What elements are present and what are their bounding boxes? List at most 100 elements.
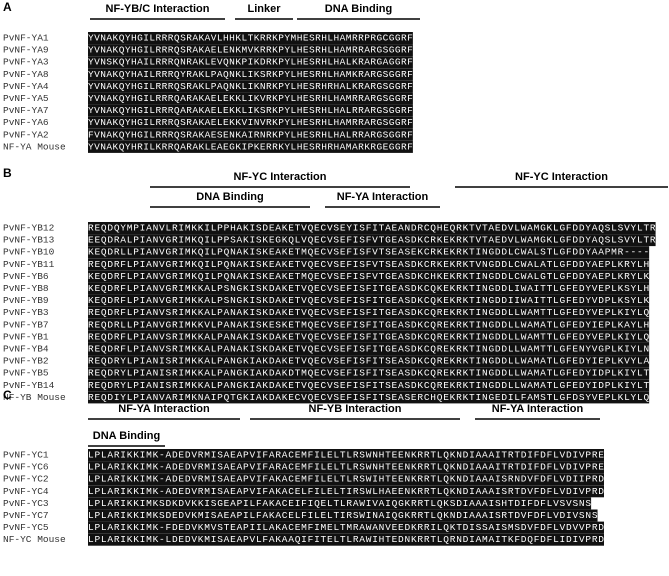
sequence: LPLARIKKIMKSDKDVKKISGEAPILFAKACEIFIQELTL…	[88, 498, 591, 509]
sequence: YVNAKQYHRILKRRQARAKLEAEGKIPKERRKYLHESRHR…	[88, 141, 413, 152]
sequence-name: PvNF-YC6	[3, 462, 49, 473]
sequence-name: PvNF-YB14	[3, 380, 55, 391]
sequence-bg	[88, 485, 604, 498]
panel-letter: B	[3, 166, 12, 180]
sequence-bg	[88, 294, 650, 307]
domain-label: NF-YA Interaction	[492, 403, 584, 415]
sequence-bg	[88, 270, 650, 283]
panel-letter: C	[3, 388, 12, 402]
sequence-bg	[88, 533, 604, 546]
sequence-bg	[88, 92, 413, 105]
sequence: YVNAKQYHGILRRRQSRAKLPAQNKLIKNRKPYLHESRHR…	[88, 81, 413, 92]
sequence: YVNAKQYHGILRRRQARAKAELEKKLIKSRKPYLHESRHL…	[88, 105, 413, 116]
sequence-name: PvNF-YC4	[3, 486, 49, 497]
sequence-name: PvNF-YC7	[3, 510, 49, 521]
domain-label: NF-YA Interaction	[118, 403, 210, 415]
sequence-name: PvNF-YA2	[3, 129, 49, 140]
sequence-bg	[88, 56, 413, 69]
sequence: LPLARIKKIMK-ADEDVRMISAEAPVIFARACEMFILELT…	[88, 450, 604, 461]
sequence: REQDRLLPIANVGRIMKKVLPANAKISKESKETMQECVSE…	[88, 319, 649, 330]
sequence-name: PvNF-YA7	[3, 105, 49, 116]
sequence-bg	[88, 282, 650, 295]
sequence-bg	[88, 104, 413, 117]
sequence-bg	[88, 116, 413, 129]
sequence: REQDRYLPIANISRIMKKALPANGKIAKDAKETVQECVSE…	[88, 356, 649, 367]
sequence-name: PvNF-YA9	[3, 45, 49, 56]
sequence-bg	[88, 330, 650, 343]
sequence-bg	[88, 80, 413, 93]
domain-label: NF-YB/C Interaction	[106, 3, 210, 15]
sequence-bg	[88, 449, 604, 461]
sequence-name: PvNF-YB11	[3, 259, 55, 270]
sequence-bg	[88, 461, 604, 474]
sequence-name: PvNF-YA8	[3, 69, 49, 80]
sequence: LPLARIKKIMKSDEDVKMISAEAPILFAKACELFILELTI…	[88, 510, 598, 521]
sequence: LPLARIKKIMK-FDEDVKMVSTEAPIILAKACEMFIMELT…	[88, 522, 604, 533]
sequence-name: PvNF-YA6	[3, 117, 49, 128]
sequence-name: PvNF-YB3	[3, 307, 49, 318]
sequence: KEQDRFLPIANVGRIMKKALPSNGKISKDAKETVQECVSE…	[88, 295, 649, 306]
sequence-bg	[88, 509, 598, 522]
sequence-name: PvNF-YA3	[3, 57, 49, 68]
sequence-bg	[88, 391, 650, 404]
domain-label: Linker	[247, 3, 281, 15]
sequence-name: PvNF-YB7	[3, 319, 49, 330]
sequence-bg	[88, 222, 656, 234]
sequence-bg	[88, 258, 650, 271]
sequence: LPLARIKKIMK-ADEDVRMISAEAPVIFARACEMFILELT…	[88, 462, 604, 473]
sequence: REQDQYMPIANVLRIMKKILPPHAKISDEAKETVQECVSE…	[88, 223, 656, 234]
domain-label: DNA Binding	[93, 430, 160, 442]
domain-label: DNA Binding	[196, 191, 263, 203]
sequence-bg	[88, 128, 413, 141]
sequence: KEQDRFLPIANVGRIMKKALPSNGKISKDAKETVQECVSE…	[88, 283, 649, 294]
sequence-name: NF-YC Mouse	[3, 534, 66, 545]
sequence-name: PvNF-YC5	[3, 522, 49, 533]
sequence-bg	[88, 355, 650, 368]
sequence: LPLARIKKIMK-ADEDVRMISAEAPVIFAKACEMFILELT…	[88, 474, 604, 485]
sequence: REQDRFLPIANVSRIMKKALPANAKISKDAKETVQECVSE…	[88, 307, 649, 318]
sequence-name: PvNF-YC3	[3, 498, 49, 509]
sequence: YVNAKQYHAILRRRQYRAKLPAQNKLIKSRKPYLHESRHL…	[88, 69, 413, 80]
sequence-name: PvNF-YA1	[3, 33, 49, 44]
sequence: REQDRYLPIANISRIMKKALPANGKIAKDAKETVQECVSE…	[88, 380, 649, 391]
sequence-bg	[88, 497, 592, 510]
sequence: REQDRYLPIANISRIMKKALPANGKIAKDAKDTMQECVSE…	[88, 368, 649, 379]
sequence-name: PvNF-YA5	[3, 93, 49, 104]
sequence-bg	[88, 521, 604, 534]
sequence-name: PvNF-YB13	[3, 235, 55, 246]
sequence: REQDRFLPIANVGRIMKQILPQNAKISKEAKETVQECVSE…	[88, 259, 649, 270]
sequence-name: NF-YA Mouse	[3, 141, 66, 152]
sequence-bg	[88, 246, 650, 259]
sequence: REQDIYLPIANVARIMKNAIPQTGKIAKDAKECVQECVSE…	[88, 392, 649, 403]
sequence-name: PvNF-YB1	[3, 331, 49, 342]
sequence-name: PvNF-YB2	[3, 356, 49, 367]
sequence: FVNAKQYHGILRRRQSRAKAESENKAIRNRKPYLHESRHL…	[88, 129, 413, 140]
sequence: YVNAKQYHGILRRRQSRAKAELEKKVINVRKPYLHESRHL…	[88, 117, 413, 128]
sequence-name: PvNF-YB9	[3, 295, 49, 306]
sequence-bg	[88, 68, 413, 81]
sequence-bg	[88, 379, 650, 392]
sequence-name: PvNF-YC1	[3, 450, 49, 461]
domain-label: NF-YC Interaction	[515, 171, 608, 183]
sequence: EEQDRALPIANVGRIMKQILPPSAKISKEGKQLVQECVSE…	[88, 235, 656, 246]
sequence: REQDRFLPIANVSRIMKKALPANAKISKDAKETVQECVSE…	[88, 331, 649, 342]
sequence: YVNAKQYHGILRRRQSRAKAVLHHKLTKRRKPYMHESRHL…	[88, 33, 413, 44]
sequence: YVNAKQYHGILRRRQARAKAELEKKLIKVRKPYLHESRHL…	[88, 93, 413, 104]
sequence: LPLARIKKIMK-LDEDVKMISAEAPVLFAKAAQIFITELT…	[88, 534, 604, 545]
sequence: KEQDRLLPIANVGRIMKQILPQNAKISKEAKETMQECVSE…	[88, 247, 649, 258]
sequence-name: PvNF-YB8	[3, 283, 49, 294]
sequence-name: PvNF-YB4	[3, 344, 49, 355]
sequence-bg	[88, 140, 413, 153]
sequence: KEQDRFLPIANVGRIMKQILPQNAKISKEAKETMQECVSE…	[88, 271, 649, 282]
panel-letter: A	[3, 0, 12, 14]
sequence-name: PvNF-YA4	[3, 81, 49, 92]
sequence-name: PvNF-YB12	[3, 223, 55, 234]
domain-label: DNA Binding	[325, 3, 392, 15]
sequence-name: PvNF-YC2	[3, 474, 49, 485]
domain-label: NF-YB Interaction	[309, 403, 402, 415]
sequence-bg	[88, 306, 650, 319]
sequence-bg	[88, 473, 604, 486]
sequence-name: PvNF-YB5	[3, 368, 49, 379]
sequence-bg	[88, 318, 650, 331]
